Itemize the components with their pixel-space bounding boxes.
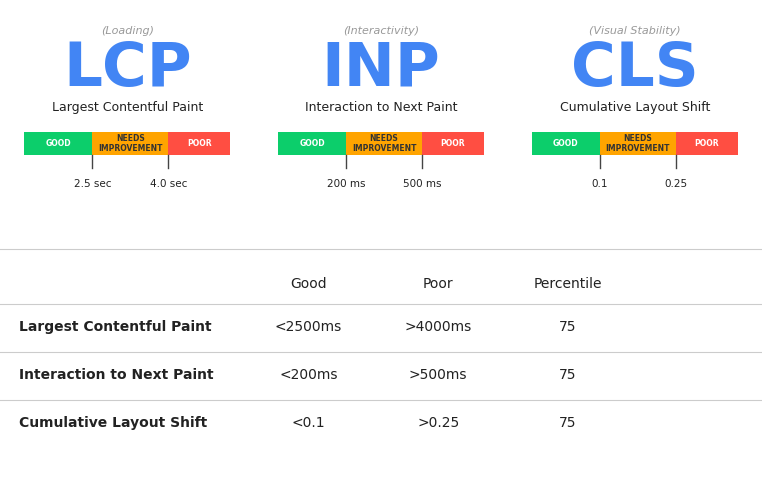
Text: (Interactivity): (Interactivity) <box>343 26 419 36</box>
Text: INP: INP <box>322 40 440 99</box>
Text: NEEDS
IMPROVEMENT: NEEDS IMPROVEMENT <box>606 134 670 153</box>
Text: 500 ms: 500 ms <box>403 179 441 189</box>
Text: >500ms: >500ms <box>409 368 467 382</box>
Text: (Loading): (Loading) <box>101 26 154 36</box>
Text: NEEDS
IMPROVEMENT: NEEDS IMPROVEMENT <box>352 134 416 153</box>
Bar <box>532 132 600 155</box>
Text: GOOD: GOOD <box>553 139 578 148</box>
Text: (Visual Stability): (Visual Stability) <box>589 26 680 36</box>
Text: GOOD: GOOD <box>46 139 71 148</box>
Text: 75: 75 <box>559 368 576 382</box>
Bar <box>168 132 230 155</box>
Text: <2500ms: <2500ms <box>275 320 342 335</box>
Text: 0.25: 0.25 <box>664 179 687 189</box>
Text: POOR: POOR <box>440 139 466 148</box>
Text: >4000ms: >4000ms <box>405 320 472 335</box>
Bar <box>92 132 168 155</box>
Text: 0.1: 0.1 <box>591 179 608 189</box>
Text: Interaction to Next Paint: Interaction to Next Paint <box>19 368 213 382</box>
Text: POOR: POOR <box>187 139 212 148</box>
Text: Poor: Poor <box>423 277 453 292</box>
Text: Largest Contentful Paint: Largest Contentful Paint <box>19 320 212 335</box>
Bar <box>676 132 738 155</box>
Text: Interaction to Next Paint: Interaction to Next Paint <box>305 101 457 114</box>
Text: POOR: POOR <box>694 139 719 148</box>
Text: Good: Good <box>290 277 327 292</box>
Bar <box>422 132 484 155</box>
Text: NEEDS
IMPROVEMENT: NEEDS IMPROVEMENT <box>98 134 162 153</box>
Text: LCP: LCP <box>63 40 191 99</box>
Text: CLS: CLS <box>571 40 699 99</box>
Text: Percentile: Percentile <box>533 277 602 292</box>
Text: Cumulative Layout Shift: Cumulative Layout Shift <box>19 416 207 430</box>
Text: 200 ms: 200 ms <box>327 179 365 189</box>
Bar <box>24 132 92 155</box>
Bar <box>278 132 346 155</box>
Text: 2.5 sec: 2.5 sec <box>73 179 111 189</box>
Text: <200ms: <200ms <box>280 368 338 382</box>
Text: 75: 75 <box>559 320 576 335</box>
Text: 75: 75 <box>559 416 576 430</box>
Text: 4.0 sec: 4.0 sec <box>149 179 187 189</box>
Text: GOOD: GOOD <box>299 139 325 148</box>
Text: Cumulative Layout Shift: Cumulative Layout Shift <box>559 101 710 114</box>
Text: >0.25: >0.25 <box>417 416 459 430</box>
Bar <box>600 132 676 155</box>
Text: Largest Contentful Paint: Largest Contentful Paint <box>52 101 203 114</box>
Text: <0.1: <0.1 <box>292 416 325 430</box>
Bar <box>346 132 422 155</box>
